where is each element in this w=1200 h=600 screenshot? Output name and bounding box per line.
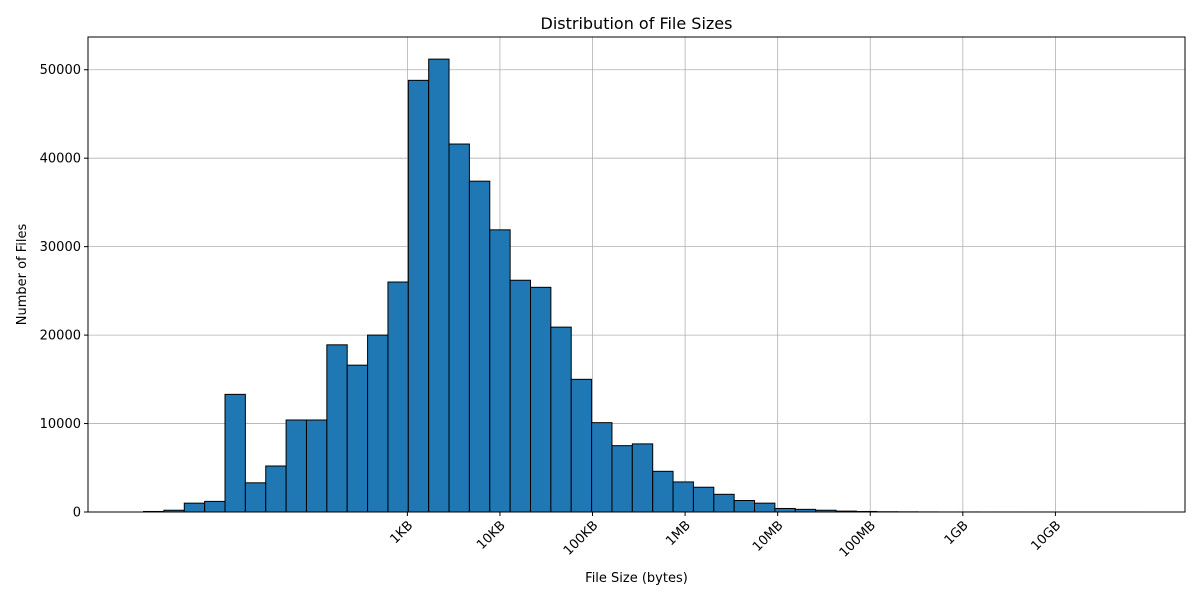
histogram-bar bbox=[244, 482, 267, 513]
histogram-bar bbox=[672, 481, 694, 513]
histogram-bar bbox=[326, 344, 348, 513]
histogram-bar bbox=[591, 422, 613, 513]
histogram-bar bbox=[652, 470, 674, 513]
histogram-bar bbox=[713, 493, 735, 513]
y-axis: 0 10000 20000 30000 40000 50000 bbox=[40, 63, 88, 521]
y-tick-label: 50000 bbox=[40, 63, 81, 78]
chart-title: Distribution of File Sizes bbox=[541, 14, 733, 33]
histogram-bar bbox=[570, 378, 593, 513]
histogram-bar bbox=[509, 279, 532, 513]
histogram-bar bbox=[530, 286, 552, 513]
y-tick-label: 30000 bbox=[40, 240, 81, 255]
histogram-bar bbox=[407, 79, 430, 513]
histogram-bar bbox=[631, 443, 654, 513]
y-axis-title: Number of Files bbox=[15, 224, 30, 326]
grid-lines bbox=[88, 37, 1185, 513]
histogram-bar bbox=[774, 507, 796, 513]
histogram-bar bbox=[224, 393, 246, 513]
histogram-bar bbox=[387, 281, 409, 513]
histogram-bar bbox=[448, 143, 470, 513]
histogram-bar bbox=[285, 419, 307, 513]
histogram-bar bbox=[489, 229, 511, 513]
histogram-bar bbox=[204, 500, 226, 513]
histogram-bar bbox=[611, 445, 633, 513]
y-tick-label: 20000 bbox=[40, 329, 81, 344]
histogram-bar bbox=[468, 180, 491, 513]
histogram-bar bbox=[265, 465, 287, 513]
histogram-bar bbox=[428, 58, 450, 513]
y-tick-label: 10000 bbox=[40, 417, 81, 432]
histogram-bar bbox=[305, 419, 328, 513]
histogram-bar bbox=[692, 486, 715, 513]
histogram-bar bbox=[733, 500, 756, 513]
histogram-bar bbox=[183, 502, 206, 513]
y-tick-label: 0 bbox=[73, 506, 81, 521]
histogram-bar bbox=[550, 326, 572, 513]
x-axis-title: File Size (bytes) bbox=[585, 571, 688, 586]
histogram-bar bbox=[367, 334, 389, 513]
y-tick-label: 40000 bbox=[40, 152, 81, 167]
plot-frame bbox=[87, 36, 1186, 513]
histogram-bar bbox=[754, 502, 776, 513]
histogram-bar bbox=[346, 364, 369, 513]
